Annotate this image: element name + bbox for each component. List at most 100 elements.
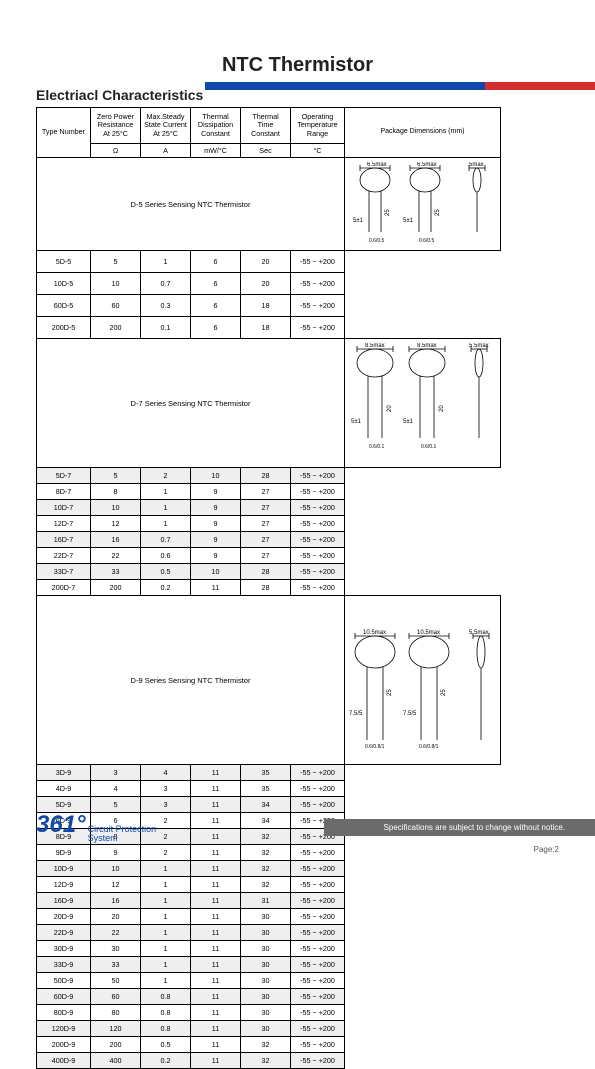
cell-t: 30 bbox=[241, 957, 291, 973]
table-row: 60D-5600.3618-55 ~ +200 bbox=[37, 295, 501, 317]
cell-o: -55 ~ +200 bbox=[291, 500, 345, 516]
cell-tn: 16D-9 bbox=[37, 893, 91, 909]
table-row: 400D-94000.21132-55 ~ +200 bbox=[37, 1053, 501, 1069]
cell-a: 2 bbox=[141, 468, 191, 484]
cell-d: 11 bbox=[191, 765, 241, 781]
cell-r: 16 bbox=[91, 893, 141, 909]
cell-o: -55 ~ +200 bbox=[291, 548, 345, 564]
cell-d: 11 bbox=[191, 909, 241, 925]
cell-a: 1 bbox=[141, 957, 191, 973]
cell-o: -55 ~ +200 bbox=[291, 877, 345, 893]
pkg-diagram-d7-svg: 8.5max 8.5max 5.5max 5±1 5±1 20 20 0.6/0… bbox=[347, 343, 497, 463]
cell-t: 32 bbox=[241, 1053, 291, 1069]
cell-t: 28 bbox=[241, 580, 291, 596]
hdr-zpr: Zero Power Resistance At 25°C bbox=[91, 108, 141, 144]
table-row: 22D-92211130-55 ~ +200 bbox=[37, 925, 501, 941]
cell-tn: 200D-7 bbox=[37, 580, 91, 596]
table-row: 50D-95011130-55 ~ +200 bbox=[37, 973, 501, 989]
cell-r: 80 bbox=[91, 1005, 141, 1021]
cell-o: -55 ~ +200 bbox=[291, 1037, 345, 1053]
unit-mwc: mW/°C bbox=[191, 144, 241, 158]
cell-t: 28 bbox=[241, 564, 291, 580]
cell-tn: 4D-9 bbox=[37, 781, 91, 797]
cell-o: -55 ~ +200 bbox=[291, 580, 345, 596]
diagram-d5: 6.5max 6.5max 5max 5±1 5±1 25 25 0.6/0.5… bbox=[345, 158, 501, 251]
cell-d: 11 bbox=[191, 973, 241, 989]
cell-o: -55 ~ +200 bbox=[291, 957, 345, 973]
svg-text:20: 20 bbox=[387, 405, 393, 412]
cell-tn: 20D-9 bbox=[37, 909, 91, 925]
cell-r: 400 bbox=[91, 1053, 141, 1069]
page-title: NTC Thermistor bbox=[0, 54, 595, 77]
cell-a: 0.8 bbox=[141, 1005, 191, 1021]
cell-a: 3 bbox=[141, 781, 191, 797]
cell-o: -55 ~ +200 bbox=[291, 516, 345, 532]
brand-logo: 361° Circuit ProtectionSystem bbox=[36, 811, 156, 843]
cell-tn: 120D-9 bbox=[37, 1021, 91, 1037]
cell-tn: 10D-7 bbox=[37, 500, 91, 516]
cell-r: 20 bbox=[91, 909, 141, 925]
cell-tn: 200D-5 bbox=[37, 317, 91, 339]
footer-disclaimer: Specifications are subject to change wit… bbox=[324, 819, 595, 836]
diagram-d7: 8.5max 8.5max 5.5max 5±1 5±1 20 20 0.6/0… bbox=[345, 339, 501, 468]
cell-tn: 400D-9 bbox=[37, 1053, 91, 1069]
cell-tn: 5D-5 bbox=[37, 251, 91, 273]
cell-a: 0.7 bbox=[141, 273, 191, 295]
cell-o: -55 ~ +200 bbox=[291, 973, 345, 989]
cell-d: 11 bbox=[191, 781, 241, 797]
cell-t: 32 bbox=[241, 877, 291, 893]
cell-d: 11 bbox=[191, 893, 241, 909]
cell-a: 0.3 bbox=[141, 295, 191, 317]
cell-o: -55 ~ +200 bbox=[291, 564, 345, 580]
svg-text:6.5max: 6.5max bbox=[417, 162, 437, 168]
cell-a: 1 bbox=[141, 251, 191, 273]
table-row: 120D-91200.81130-55 ~ +200 bbox=[37, 1021, 501, 1037]
footer: 361° Circuit ProtectionSystem Specificat… bbox=[0, 811, 595, 862]
cell-a: 1 bbox=[141, 925, 191, 941]
hdr-msc: Max.Steady State Current At 25°C bbox=[141, 108, 191, 144]
cell-t: 27 bbox=[241, 500, 291, 516]
unit-amp: A bbox=[141, 144, 191, 158]
cell-a: 0.2 bbox=[141, 1053, 191, 1069]
cell-t: 30 bbox=[241, 989, 291, 1005]
cell-o: -55 ~ +200 bbox=[291, 1005, 345, 1021]
cell-tn: 22D-9 bbox=[37, 925, 91, 941]
cell-o: -55 ~ +200 bbox=[291, 1021, 345, 1037]
svg-text:0.6/0.8/1: 0.6/0.8/1 bbox=[419, 744, 439, 750]
svg-text:25: 25 bbox=[387, 689, 393, 696]
cell-t: 28 bbox=[241, 468, 291, 484]
cell-tn: 8D-7 bbox=[37, 484, 91, 500]
cell-a: 1 bbox=[141, 973, 191, 989]
cell-t: 30 bbox=[241, 1021, 291, 1037]
cell-tn: 3D-9 bbox=[37, 765, 91, 781]
cell-tn: 50D-9 bbox=[37, 973, 91, 989]
cell-a: 0.8 bbox=[141, 989, 191, 1005]
cell-d: 6 bbox=[191, 317, 241, 339]
cell-r: 60 bbox=[91, 295, 141, 317]
svg-text:7.5/5: 7.5/5 bbox=[349, 711, 363, 717]
svg-text:0.6/0.5: 0.6/0.5 bbox=[369, 238, 385, 244]
cell-r: 3 bbox=[91, 765, 141, 781]
cell-o: -55 ~ +200 bbox=[291, 781, 345, 797]
table-row: 20D-92011130-55 ~ +200 bbox=[37, 909, 501, 925]
cell-r: 60 bbox=[91, 989, 141, 1005]
table-row: 8D-781927-55 ~ +200 bbox=[37, 484, 501, 500]
page-number: Page:2 bbox=[0, 845, 559, 854]
table-row: 12D-7121927-55 ~ +200 bbox=[37, 516, 501, 532]
unit-ohm: Ω bbox=[91, 144, 141, 158]
cell-a: 0.2 bbox=[141, 580, 191, 596]
cell-d: 9 bbox=[191, 500, 241, 516]
cell-t: 18 bbox=[241, 295, 291, 317]
cell-tn: 12D-9 bbox=[37, 877, 91, 893]
table-row: 200D-52000.1618-55 ~ +200 bbox=[37, 317, 501, 339]
cell-d: 9 bbox=[191, 484, 241, 500]
svg-text:5.5max: 5.5max bbox=[469, 343, 489, 349]
logo-number: 361° bbox=[36, 811, 86, 839]
svg-text:25: 25 bbox=[441, 689, 447, 696]
cell-a: 1 bbox=[141, 516, 191, 532]
cell-d: 11 bbox=[191, 580, 241, 596]
cell-a: 1 bbox=[141, 877, 191, 893]
cell-d: 9 bbox=[191, 532, 241, 548]
hdr-otr: Operating Temperature Range bbox=[291, 108, 345, 144]
cell-r: 22 bbox=[91, 925, 141, 941]
